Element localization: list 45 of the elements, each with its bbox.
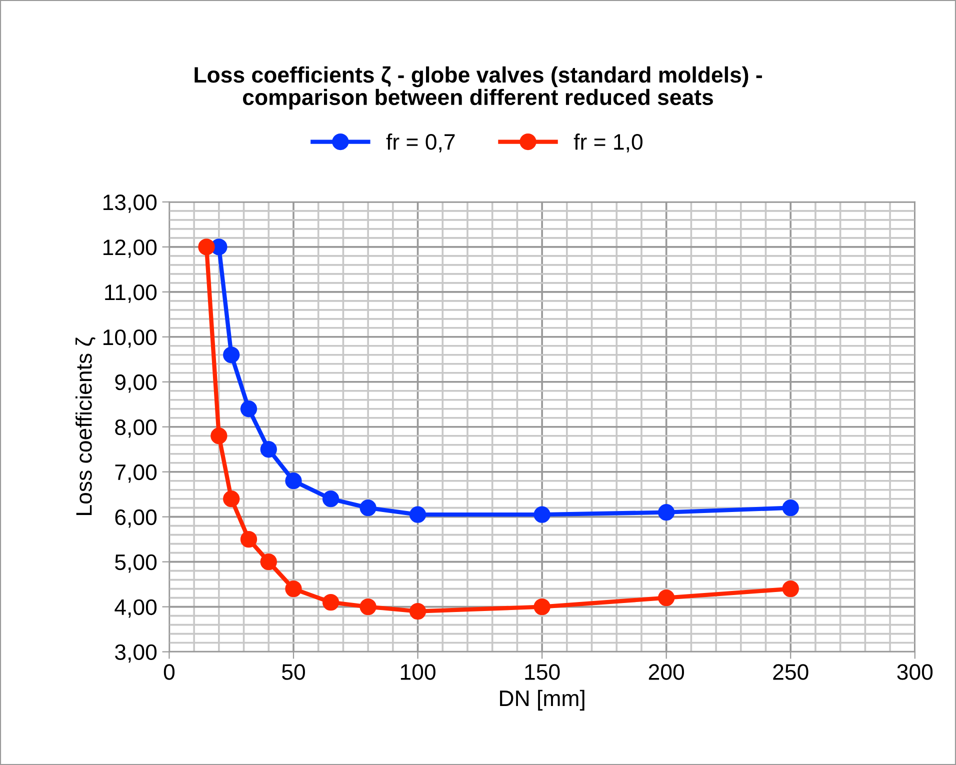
point xyxy=(223,346,240,364)
point xyxy=(658,589,675,606)
point xyxy=(360,500,376,516)
point xyxy=(534,506,550,523)
point xyxy=(285,472,302,490)
point xyxy=(322,490,340,508)
x-tick-label: 250 xyxy=(773,664,808,680)
y-tick-label: 7,00 xyxy=(115,464,157,483)
y-tick-label: 12,00 xyxy=(103,239,157,258)
x-tick-label: 200 xyxy=(648,664,684,680)
point xyxy=(534,598,550,616)
y-tick-label: 6,00 xyxy=(115,509,157,528)
point xyxy=(223,490,240,508)
chart-title: Loss coefficients ζ - globe valves (standard moldels) - comparison between different reduced seats xyxy=(194,66,762,110)
point xyxy=(285,580,302,598)
x-tick-label: 150 xyxy=(525,664,560,680)
x-tick-label: 100 xyxy=(400,664,436,680)
legend-label: fr = 0,7 xyxy=(386,133,455,152)
point xyxy=(782,500,799,516)
point xyxy=(260,441,277,458)
y-tick-label: 11,00 xyxy=(105,284,157,303)
x-tick-label: 50 xyxy=(282,664,305,680)
y-tick-label: 13,00 xyxy=(103,194,157,213)
point xyxy=(260,553,277,570)
y-tick-label: 8,00 xyxy=(115,419,157,438)
x-axis-title: DN [mm] xyxy=(500,690,584,711)
x-tick-label: 0 xyxy=(164,664,175,680)
point xyxy=(658,504,675,521)
y-tick-label: 4,00 xyxy=(114,599,157,618)
point xyxy=(198,238,215,256)
point xyxy=(409,506,426,523)
point xyxy=(322,594,340,611)
point xyxy=(409,602,426,620)
point xyxy=(210,428,228,444)
y-tick-label: 5,00 xyxy=(115,554,157,573)
point xyxy=(360,598,376,616)
y-tick-label: 3,00 xyxy=(115,644,157,663)
y-axis-title: Loss coefficients ζ xyxy=(76,337,96,515)
y-tick-label: 9,00 xyxy=(115,374,157,393)
legend-label: fr = 1,0 xyxy=(574,133,642,152)
point xyxy=(240,400,258,418)
point xyxy=(782,580,799,598)
point xyxy=(240,530,258,548)
y-tick-label: 10,00 xyxy=(103,329,157,348)
x-tick-label: 300 xyxy=(897,664,933,680)
